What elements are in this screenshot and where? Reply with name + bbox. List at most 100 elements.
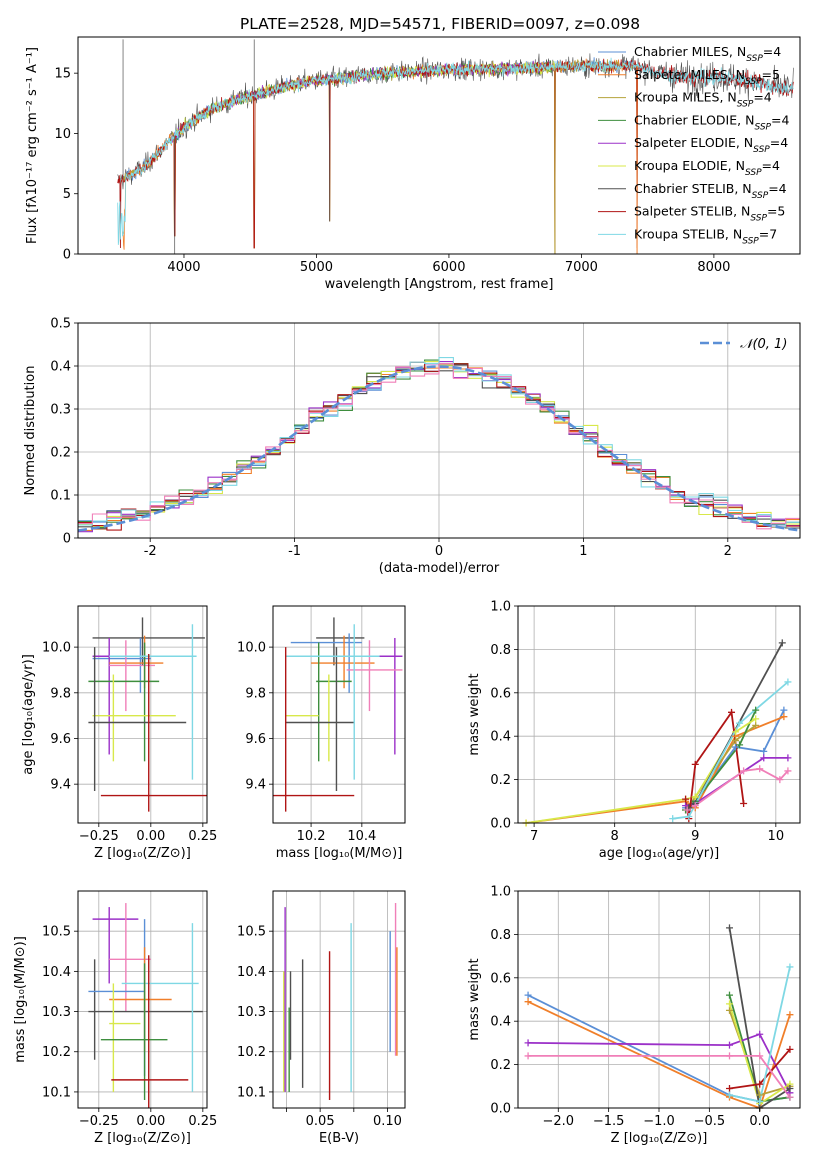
legend-entry: 𝒩(0, 1) [740,337,787,352]
data-point [786,1045,794,1053]
data-point [732,728,740,736]
legend: 𝒩(0, 1) [700,337,787,352]
data-point [756,1097,764,1105]
data-point [736,719,744,727]
y-tick-label: 5 [63,187,71,202]
data-point [786,963,794,971]
data-point [756,1052,764,1060]
y-tick-label: 1.0 [490,885,511,900]
data-point [728,708,736,716]
data-point [760,754,768,762]
y-tick-label: 1.0 [490,600,511,615]
y-tick-label: 10.3 [237,1005,266,1020]
y-tick-label: 10.5 [42,925,71,940]
series-line [672,681,789,820]
x-axis-label: age [log₁₀(age/yr)] [599,846,720,861]
x-tick-label: 5000 [300,260,333,275]
gaussian-curve [78,365,800,532]
data-point [756,765,764,773]
data-point [786,1093,794,1101]
y-tick-label: 9.8 [245,686,266,701]
y-tick-label: 0.6 [490,686,511,701]
x-axis-label: wavelength [Angstrom, rest frame] [325,277,554,292]
x-axis-label: mass [log₁₀(M/M⊙)] [276,846,403,861]
plot-area [518,606,800,823]
data-point [756,1030,764,1038]
legend-entry: Chabrier MILES, NSSP=4 [634,44,781,64]
axes-frame [272,890,406,1109]
y-tick-label: 9.8 [50,686,71,701]
spectrum-line-salpeter-miles [122,58,635,250]
y-tick-label: 10.2 [42,1045,71,1060]
panel-age_vs_mass: 10.2 10.4 9.4 9.6 9.8 10.0 mass [log₁₀(M/M⊙)] [237,605,406,861]
histogram-kroupa-stelib [78,357,800,528]
x-axis-label: Z [log₁₀(Z/Z⊙)] [611,1131,708,1146]
x-tick-label: 9 [691,829,699,844]
y-tick-label: 0.2 [50,446,71,461]
data-point [756,1091,764,1099]
legend-entry: Salpeter ELODIE, NSSP=4 [634,135,788,155]
x-axis-label: E(B-V) [319,1131,359,1146]
y-tick-label: 10.2 [237,1045,266,1060]
series-line [528,1033,791,1094]
data-point [726,1006,733,1014]
data-point [726,991,733,999]
data-point [780,713,788,721]
y-tick-label: 10.4 [42,965,71,980]
y-tick-label: 10.5 [237,925,266,940]
x-tick-label: −0.25 [79,829,119,844]
data-point [776,776,784,784]
panel-residuals: 𝒩(0, 1) -2 -1 0 1 2 0 0.1 0.2 0.3 0.4 0.5 (data-mode… [23,317,801,576]
data-point [524,1052,532,1060]
x-tick-label: 10 [768,829,785,844]
spectrum-line-kroupa-stelib [117,57,794,245]
data-point [736,741,744,749]
y-tick-label: 0.6 [490,971,511,986]
x-tick-label: −0.25 [79,1114,119,1129]
y-tick-label: 0.4 [50,360,71,375]
plot-area [273,606,405,823]
axes-frame [77,890,208,1109]
x-tick-label: 6000 [432,260,465,275]
data-point [760,747,768,755]
y-tick-label: 9.4 [245,778,266,793]
data-point [784,678,792,686]
x-tick-label: 0 [435,544,443,559]
y-tick-label: 10.0 [237,641,266,656]
panel-spectrum: Chabrier MILES, NSSP=4 Salpeter MILES, NS… [25,36,801,292]
panel-mass_vs_Z: −0.25 0.00 0.25 10.1 10.2 10.3 10.4 10.5 Z [log₁… [13,890,217,1146]
x-tick-label: −1.0 [643,1114,675,1129]
data-point [756,1080,764,1088]
series-line [728,927,791,1108]
y-tick-label: 10.0 [42,641,71,656]
y-tick-label: 0 [63,248,71,263]
data-point [524,998,532,1006]
data-point [524,1039,532,1047]
x-tick-label: 0.10 [373,1114,402,1129]
plot-area [273,891,405,1108]
spectrum-line-salpeter-stelib [117,58,794,254]
y-axis-label: mass weight [467,673,482,755]
x-tick-label: 8000 [697,260,730,275]
panel-massweight_vs_age: 7 8 9 10 0.0 0.2 0.4 0.6 0.8 1.0 age [log₁₀(age/yr… [467,600,801,861]
y-tick-label: 10.1 [237,1085,266,1100]
y-tick-label: 9.6 [50,732,71,747]
x-axis-label: Z [log₁₀(Z/Z⊙)] [94,1131,191,1146]
y-tick-label: 10.3 [42,1005,71,1020]
x-tick-label: 7000 [565,260,598,275]
x-tick-label: 4000 [167,260,200,275]
y-tick-label: 10 [54,127,71,142]
x-tick-label: 1 [579,544,587,559]
data-point [726,924,733,932]
data-point [780,706,788,714]
panel-age_vs_Z: −0.25 0.00 0.25 9.4 9.6 9.8 10.0 Z [log₁₀(Z/Z⊙)… [21,605,217,861]
legend: Chabrier MILES, NSSP=4 Salpeter MILES, NS… [598,44,789,246]
plot-area [117,39,794,254]
data-point [726,1000,733,1008]
y-tick-label: 9.6 [245,732,266,747]
data-point [726,1084,733,1092]
axes-frame [517,605,801,824]
x-axis-label: Z [log₁₀(Z/Z⊙)] [94,846,191,861]
data-point [752,715,760,723]
